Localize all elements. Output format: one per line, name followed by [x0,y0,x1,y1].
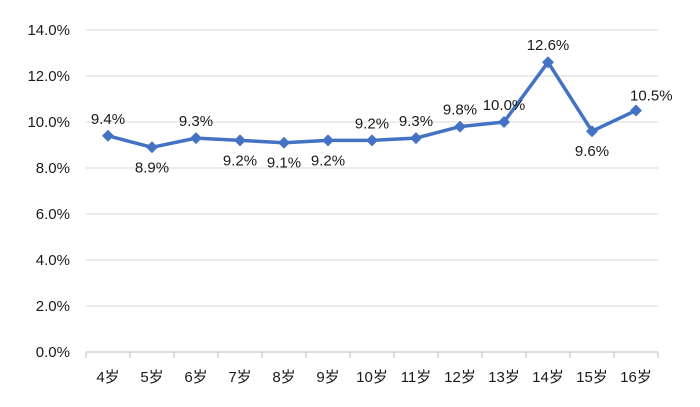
x-tick-label: 11岁 [401,369,432,386]
data-point-marker [278,136,290,149]
data-point-marker [322,134,334,147]
y-tick-label: 6.0% [36,206,70,223]
data-label: 9.4% [91,111,125,128]
gridlines [86,29,658,353]
data-point-marker [542,56,554,69]
x-tick-label: 9岁 [316,369,339,386]
data-point-marker [586,125,598,138]
x-tick-label: 10岁 [356,369,388,386]
data-point-marker [410,132,422,145]
data-label: 9.6% [575,143,609,160]
x-tick-label: 6岁 [184,369,207,386]
y-tick-label: 0.0% [36,344,70,361]
y-tick-label: 2.0% [36,298,70,315]
x-tick-label: 5岁 [140,369,163,386]
y-tick-label: 4.0% [36,252,70,269]
data-label: 9.2% [355,115,389,132]
x-axis [85,351,659,358]
x-tick-label: 14岁 [532,369,564,386]
data-label: 9.2% [311,152,345,169]
data-point-marker [234,134,246,147]
data-label: 12.6% [527,37,570,54]
x-tick-label: 4岁 [96,369,119,386]
x-axis-tick-labels: 4岁 5岁 6岁 7岁 8岁 9岁 10岁 11岁 12岁 13岁 14岁 15岁 16岁 [96,369,652,386]
data-labels: 9.4% 8.9% 9.3% 9.2% 9.1% 9.2% 9.2% 9.3% 9.8% 10.0… [91,37,673,176]
data-label: 9.3% [399,113,433,130]
x-tick-label: 8岁 [272,369,295,386]
data-point-marker [190,132,202,145]
y-tick-label: 8.0% [36,160,70,177]
data-markers [102,56,642,154]
x-tick-label: 7岁 [228,369,251,386]
y-axis-tick-labels: 0.0% 2.0% 4.0% 6.0% 8.0% 10.0% 12.0% 14.0% [27,22,70,361]
x-tick-label: 16岁 [620,369,652,386]
data-point-marker [366,134,378,147]
data-label: 10.5% [630,88,673,105]
data-label: 9.8% [443,102,477,119]
data-label: 10.0% [483,97,526,114]
data-label: 8.9% [135,159,169,176]
data-point-marker [454,120,466,133]
x-tick-label: 15岁 [576,369,608,386]
data-label: 9.2% [223,152,257,169]
x-tick-label: 13岁 [488,369,520,386]
data-point-marker [498,116,510,128]
y-tick-label: 10.0% [27,114,70,131]
data-point-marker [630,104,642,117]
x-tick-label: 12岁 [444,369,476,386]
data-label: 9.3% [179,113,213,130]
data-point-marker [146,141,158,154]
y-tick-label: 12.0% [27,68,70,85]
data-point-marker [102,129,114,142]
y-tick-label: 14.0% [27,22,70,39]
data-label: 9.1% [267,155,301,172]
